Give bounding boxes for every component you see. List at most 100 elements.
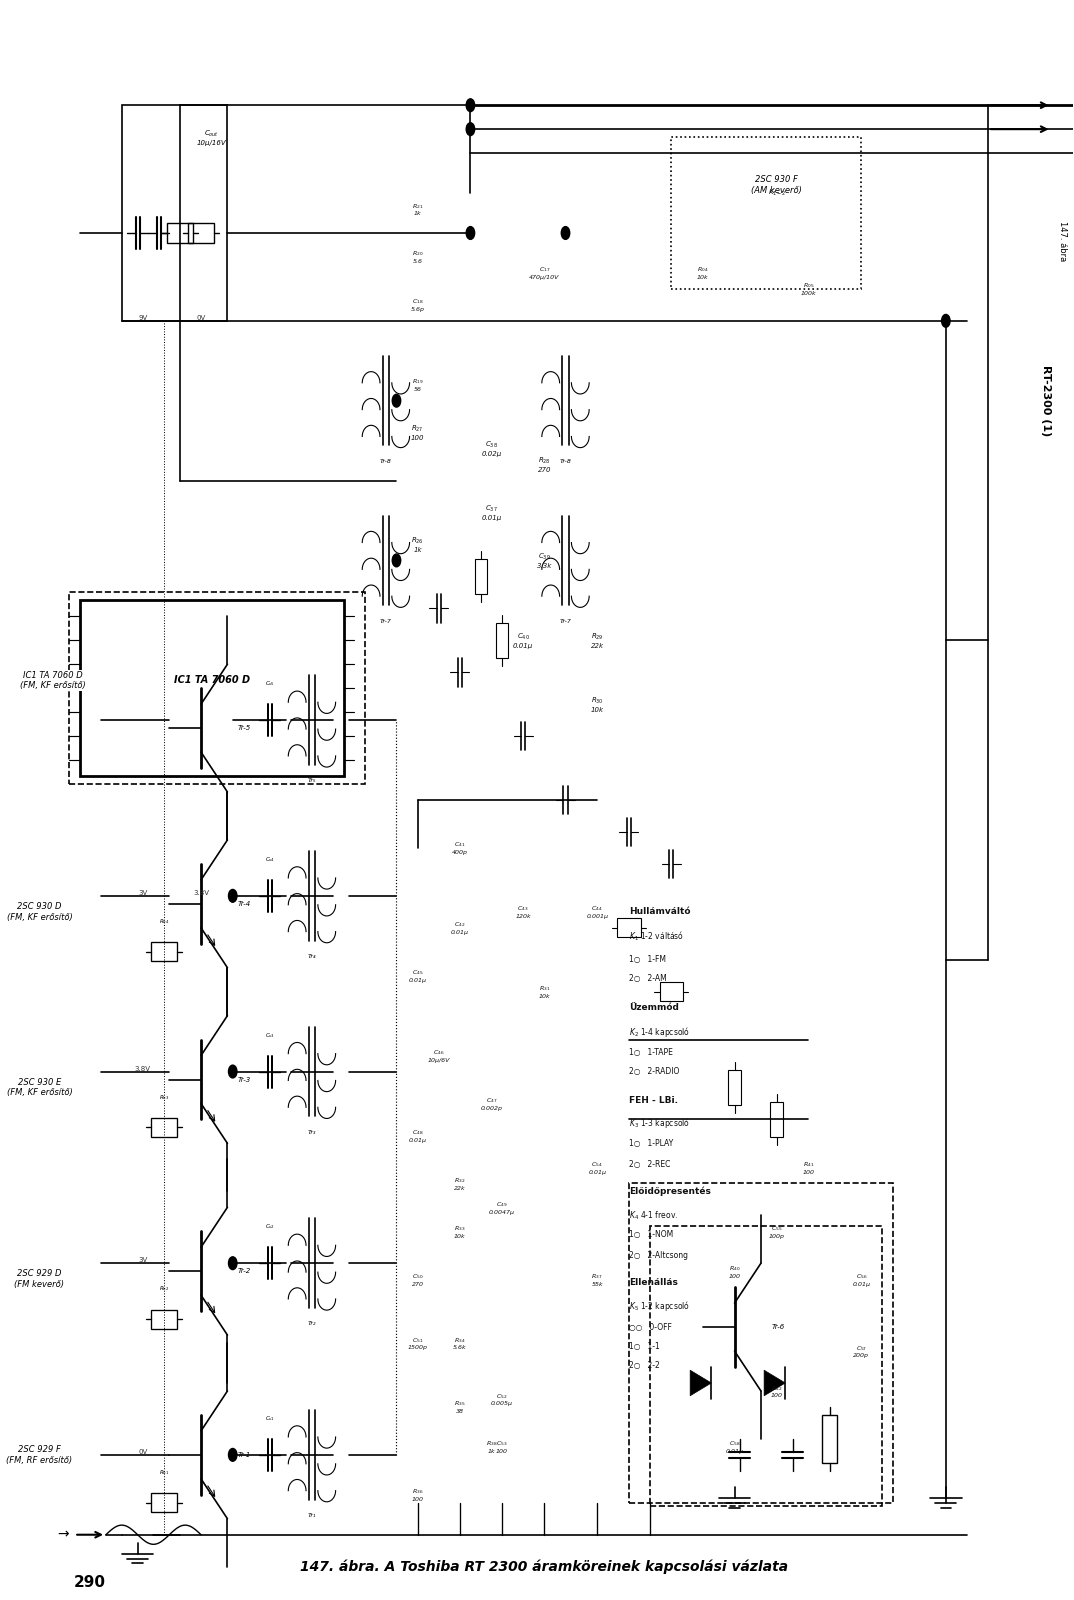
Text: 0V: 0V (139, 1450, 147, 1454)
Bar (188, 224, 214, 243)
Text: 2SC 930 E
(FM, KF erősítő): 2SC 930 E (FM, KF erősítő) (6, 1078, 72, 1098)
Text: $C_{38}$
0.02μ: $C_{38}$ 0.02μ (481, 440, 502, 458)
Text: $C_{56}$
0.01μ: $C_{56}$ 0.01μ (853, 1272, 870, 1286)
Circle shape (942, 315, 950, 328)
Text: $R_{04}$
10k: $R_{04}$ 10k (697, 266, 709, 280)
Text: Tr-8: Tr-8 (560, 459, 571, 464)
Text: $R_{05}$
100k: $R_{05}$ 100k (801, 282, 816, 296)
Text: $R_{20}$
5.6: $R_{20}$ 5.6 (411, 250, 423, 264)
Text: 290: 290 (74, 1574, 106, 1590)
Text: $R_{40}$
100: $R_{40}$ 100 (728, 1264, 741, 1278)
Bar (629, 1184, 892, 1502)
Text: IC1 TA 7060 D
(FM, KF erősítő): IC1 TA 7060 D (FM, KF erősítő) (20, 670, 86, 690)
Text: 2SC 929 F
(FM, RF erősítő): 2SC 929 F (FM, RF erősítő) (6, 1445, 72, 1464)
Text: Tr₅: Tr₅ (308, 778, 316, 784)
Bar (151, 1118, 177, 1138)
Text: $C_{40}$
0.01μ: $C_{40}$ 0.01μ (513, 632, 534, 650)
Text: $C_{43}$
120k: $C_{43}$ 120k (516, 904, 531, 918)
Text: $R_{19}$
56: $R_{19}$ 56 (411, 378, 423, 392)
Text: Tr-7: Tr-7 (560, 619, 571, 624)
Text: $R_{36}$
100: $R_{36}$ 100 (411, 1488, 423, 1502)
Text: $C_{s5}$: $C_{s5}$ (264, 680, 275, 688)
Text: Tr-4: Tr-4 (238, 901, 251, 907)
Circle shape (466, 123, 475, 136)
Text: 3V: 3V (139, 1258, 147, 1262)
Text: Tr₄: Tr₄ (308, 954, 316, 958)
Text: Tr-7: Tr-7 (380, 619, 392, 624)
Text: ○○   0-OFF: ○○ 0-OFF (629, 1323, 671, 1331)
Text: $R_{b1}$: $R_{b1}$ (159, 1469, 170, 1477)
Text: 2○   2-RADIO: 2○ 2-RADIO (629, 1067, 679, 1077)
Bar (475, 558, 488, 594)
Text: FEH - LBi.: FEH - LBi. (629, 1096, 678, 1104)
Text: $R_{31}$
10k: $R_{31}$ 10k (538, 984, 550, 998)
Text: $C_{55}$
100p: $C_{55}$ 100p (769, 1224, 785, 1238)
Circle shape (229, 890, 237, 902)
Text: $R_{21}$
1k: $R_{21}$ 1k (411, 202, 423, 216)
Text: $R_{33}$
10k: $R_{33}$ 10k (454, 1224, 466, 1238)
Text: $R_{42}$
100: $R_{42}$ 100 (771, 1384, 783, 1398)
Circle shape (229, 1258, 237, 1269)
Text: $C_{50}$
270: $C_{50}$ 270 (411, 1272, 423, 1286)
Text: $C_{48}$
0.01μ: $C_{48}$ 0.01μ (408, 1128, 426, 1142)
Circle shape (562, 227, 569, 240)
Text: 1○   1-TAPE: 1○ 1-TAPE (629, 1048, 672, 1058)
Bar (79, 600, 344, 776)
Bar (496, 622, 508, 658)
Text: 2SC 929 D
(FM keverő): 2SC 929 D (FM keverő) (14, 1269, 64, 1290)
Text: $C_{s3}$: $C_{s3}$ (264, 1030, 275, 1040)
Text: $C_{s1}$: $C_{s1}$ (264, 1414, 275, 1422)
Text: 3.8V: 3.8V (193, 890, 209, 896)
Text: Tr-8: Tr-8 (380, 459, 392, 464)
Text: $K_2$ 1-4 kapcsoló: $K_2$ 1-4 kapcsoló (629, 1024, 690, 1038)
Text: Tr-2: Tr-2 (238, 1269, 251, 1274)
Text: 2SC 930 F
(AM keverő): 2SC 930 F (AM keverő) (752, 176, 802, 195)
Text: $C_{s2}$: $C_{s2}$ (264, 1222, 275, 1232)
Text: $K_5$ 1-2 kapcsoló: $K_5$ 1-2 kapcsoló (629, 1299, 690, 1314)
Text: →: → (57, 1528, 69, 1542)
Text: $C_{51}$
1500p: $C_{51}$ 1500p (408, 1336, 427, 1350)
Circle shape (466, 99, 475, 112)
Text: $R_{b3}$: $R_{b3}$ (159, 1093, 170, 1101)
Text: $C_{57}$
200p: $C_{57}$ 200p (854, 1344, 869, 1358)
Text: $R_{26}$
1k: $R_{26}$ 1k (411, 536, 424, 554)
Text: 3.8V: 3.8V (135, 1066, 151, 1072)
Text: $R_{29}$
22k: $R_{29}$ 22k (591, 632, 604, 650)
Text: $R_{32}$
22k: $R_{32}$ 22k (454, 1176, 466, 1190)
Text: 2SC 930 D
(FM, KF erősítő): 2SC 930 D (FM, KF erősítő) (6, 902, 72, 922)
Text: 2○   2-AM: 2○ 2-AM (629, 974, 667, 984)
Text: 1○   1-PLAY: 1○ 1-PLAY (629, 1139, 673, 1147)
Text: $C_{53}$
100: $C_{53}$ 100 (496, 1440, 508, 1454)
Text: Tr₁: Tr₁ (308, 1514, 316, 1518)
Text: $C_{42}$
0.01μ: $C_{42}$ 0.01μ (451, 920, 469, 934)
Text: $C_{58}$
0.01μ: $C_{58}$ 0.01μ (726, 1440, 743, 1454)
Text: $K_3$ 1-3 kapcsoló: $K_3$ 1-3 kapcsoló (629, 1115, 690, 1130)
Text: 1○   1-FM: 1○ 1-FM (629, 955, 666, 965)
Text: $C_{17}$
470μ/10V: $C_{17}$ 470μ/10V (529, 266, 560, 280)
Bar (151, 1309, 177, 1328)
Text: $R_{37}$
55k: $R_{37}$ 55k (592, 1272, 603, 1286)
Text: $C_{49}$
0.0047μ: $C_{49}$ 0.0047μ (489, 1200, 516, 1214)
Circle shape (229, 1066, 237, 1078)
Circle shape (466, 227, 475, 240)
Text: 0V: 0V (197, 315, 205, 322)
Text: 1○   1-NOM: 1○ 1-NOM (629, 1230, 673, 1238)
Bar (823, 1414, 837, 1462)
Text: $C_{18}$
5.6p: $C_{18}$ 5.6p (410, 298, 424, 312)
Circle shape (392, 394, 401, 406)
Text: 2○   2-Altcsong: 2○ 2-Altcsong (629, 1251, 687, 1259)
Text: $C_{41}$
400p: $C_{41}$ 400p (452, 840, 468, 856)
Text: $R_{41}$
100: $R_{41}$ 100 (802, 1160, 814, 1174)
Text: $C_{45}$
0.01μ: $C_{45}$ 0.01μ (408, 968, 426, 982)
Text: $C_{47}$
0.002p: $C_{47}$ 0.002p (480, 1096, 503, 1110)
Text: $C_{39}$
3.3k: $C_{39}$ 3.3k (537, 552, 552, 570)
Text: $C_{44}$
0.001μ: $C_{44}$ 0.001μ (586, 904, 608, 918)
Text: $R_{b2}$: $R_{b2}$ (159, 1285, 170, 1293)
Text: 2○   2-REC: 2○ 2-REC (629, 1160, 670, 1168)
Text: 147. ábra. A Toshiba RT 2300 áramköreinek kapcsolási vázlata: 147. ábra. A Toshiba RT 2300 áramköreine… (301, 1560, 788, 1574)
Text: Tr-1: Tr-1 (238, 1451, 251, 1458)
Text: Előidőpresentés: Előidőpresentés (629, 1187, 711, 1197)
Text: Ellenállás: Ellenállás (629, 1278, 678, 1286)
Text: Tr₂: Tr₂ (308, 1322, 316, 1326)
Bar (618, 918, 640, 938)
